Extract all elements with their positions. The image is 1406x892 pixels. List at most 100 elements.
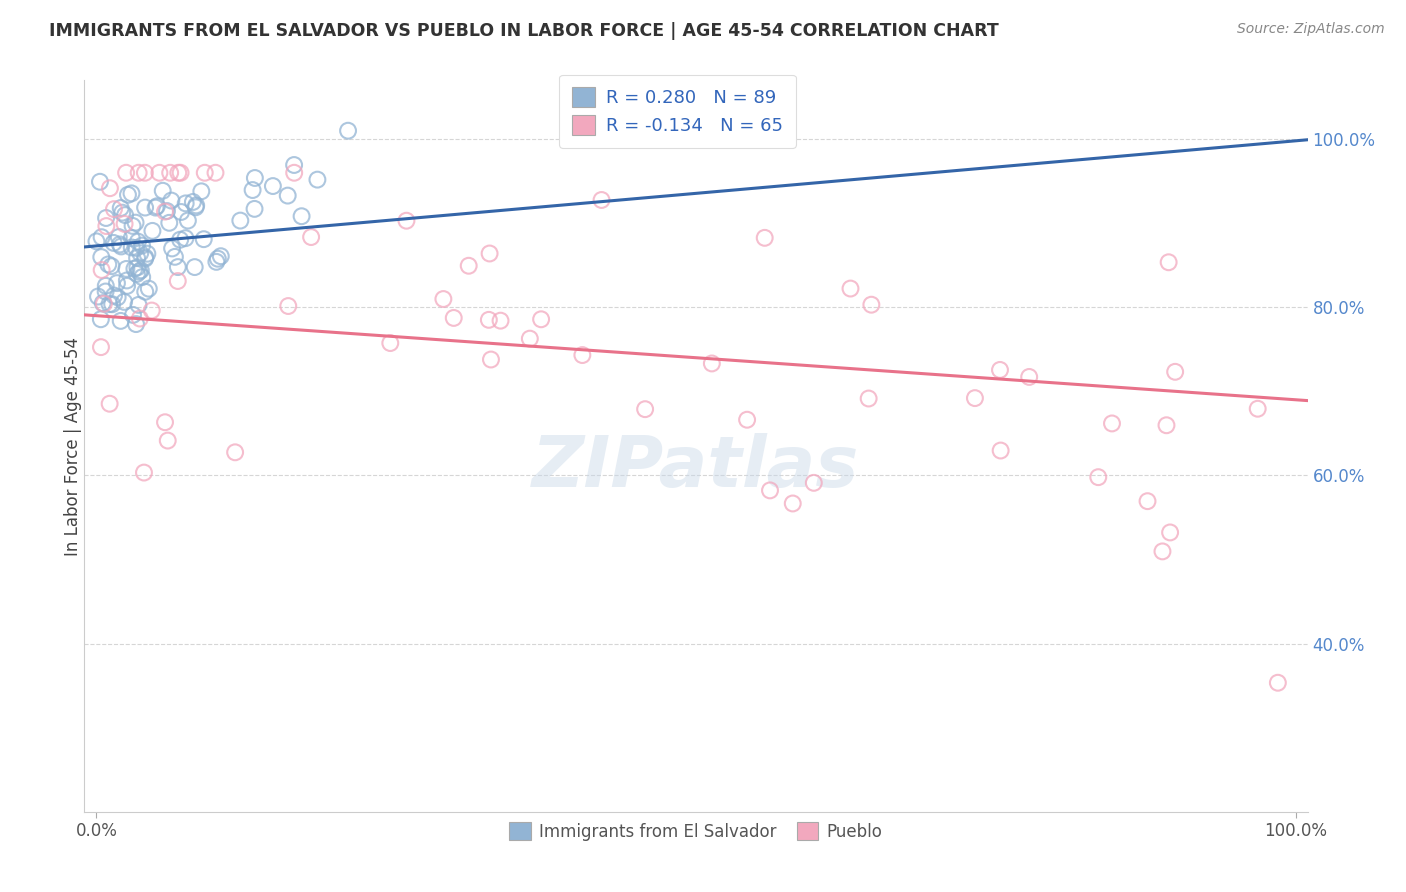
Point <box>277 188 299 202</box>
Point <box>128 298 150 312</box>
Point <box>337 124 360 138</box>
Point <box>209 249 232 263</box>
Point <box>125 267 148 281</box>
Point <box>98 297 121 311</box>
Point <box>112 294 135 309</box>
Point <box>115 273 138 287</box>
Point <box>207 252 229 266</box>
Point <box>110 239 132 253</box>
Point <box>754 231 776 245</box>
Point <box>283 158 305 172</box>
Point <box>125 241 148 255</box>
Point <box>121 231 143 245</box>
Point <box>174 231 197 245</box>
Point <box>177 213 200 227</box>
Point <box>103 235 125 250</box>
Point <box>478 246 501 260</box>
Point <box>1164 365 1187 379</box>
Point <box>156 434 179 448</box>
Point <box>700 356 723 370</box>
Point <box>478 313 501 327</box>
Point <box>96 219 118 233</box>
Point <box>110 201 132 215</box>
Point <box>277 299 299 313</box>
Point <box>229 213 252 227</box>
Point <box>128 166 150 180</box>
Point <box>157 216 180 230</box>
Point <box>963 391 986 405</box>
Point <box>124 216 146 230</box>
Point <box>134 166 156 180</box>
Point <box>163 250 186 264</box>
Point <box>803 475 825 490</box>
Point <box>183 260 205 274</box>
Point <box>169 233 191 247</box>
Point <box>530 312 553 326</box>
Point <box>186 198 208 212</box>
Point <box>98 397 121 411</box>
Point <box>242 183 264 197</box>
Point <box>262 179 284 194</box>
Point <box>145 201 167 215</box>
Point <box>224 445 246 459</box>
Point <box>169 166 191 180</box>
Point <box>115 261 138 276</box>
Point <box>131 270 153 285</box>
Point <box>141 303 163 318</box>
Point <box>735 413 758 427</box>
Point <box>122 308 145 322</box>
Point <box>93 297 115 311</box>
Point <box>839 281 862 295</box>
Point <box>432 292 454 306</box>
Point <box>111 205 134 219</box>
Point <box>160 242 183 256</box>
Y-axis label: In Labor Force | Age 45-54: In Labor Force | Age 45-54 <box>65 336 82 556</box>
Point <box>105 276 128 290</box>
Point <box>759 483 782 498</box>
Point <box>90 312 112 326</box>
Point <box>858 392 880 406</box>
Point <box>134 201 156 215</box>
Point <box>1152 544 1174 558</box>
Point <box>243 171 266 186</box>
Point <box>243 202 266 216</box>
Point <box>131 238 153 252</box>
Point <box>167 260 190 274</box>
Point <box>193 232 215 246</box>
Point <box>114 208 136 222</box>
Point <box>110 314 132 328</box>
Point <box>125 251 148 265</box>
Point <box>134 285 156 299</box>
Point <box>283 166 305 180</box>
Point <box>121 186 143 201</box>
Point <box>90 340 112 354</box>
Point <box>204 166 226 180</box>
Point <box>127 235 149 249</box>
Point <box>160 194 183 208</box>
Point <box>114 217 136 231</box>
Point <box>860 298 883 312</box>
Point <box>174 196 197 211</box>
Point <box>136 246 159 260</box>
Point <box>115 278 138 293</box>
Point <box>489 313 512 327</box>
Point <box>91 296 114 310</box>
Point <box>100 259 122 273</box>
Point <box>159 166 181 180</box>
Point <box>299 230 322 244</box>
Point <box>101 297 124 311</box>
Point <box>152 184 174 198</box>
Point <box>128 311 150 326</box>
Point <box>307 172 329 186</box>
Point <box>634 402 657 417</box>
Point <box>194 166 217 180</box>
Point <box>153 204 176 219</box>
Point <box>519 332 541 346</box>
Point <box>290 209 312 223</box>
Point <box>103 202 125 216</box>
Point <box>89 175 111 189</box>
Point <box>156 204 179 219</box>
Point <box>108 237 131 252</box>
Point <box>134 251 156 265</box>
Point <box>380 336 402 351</box>
